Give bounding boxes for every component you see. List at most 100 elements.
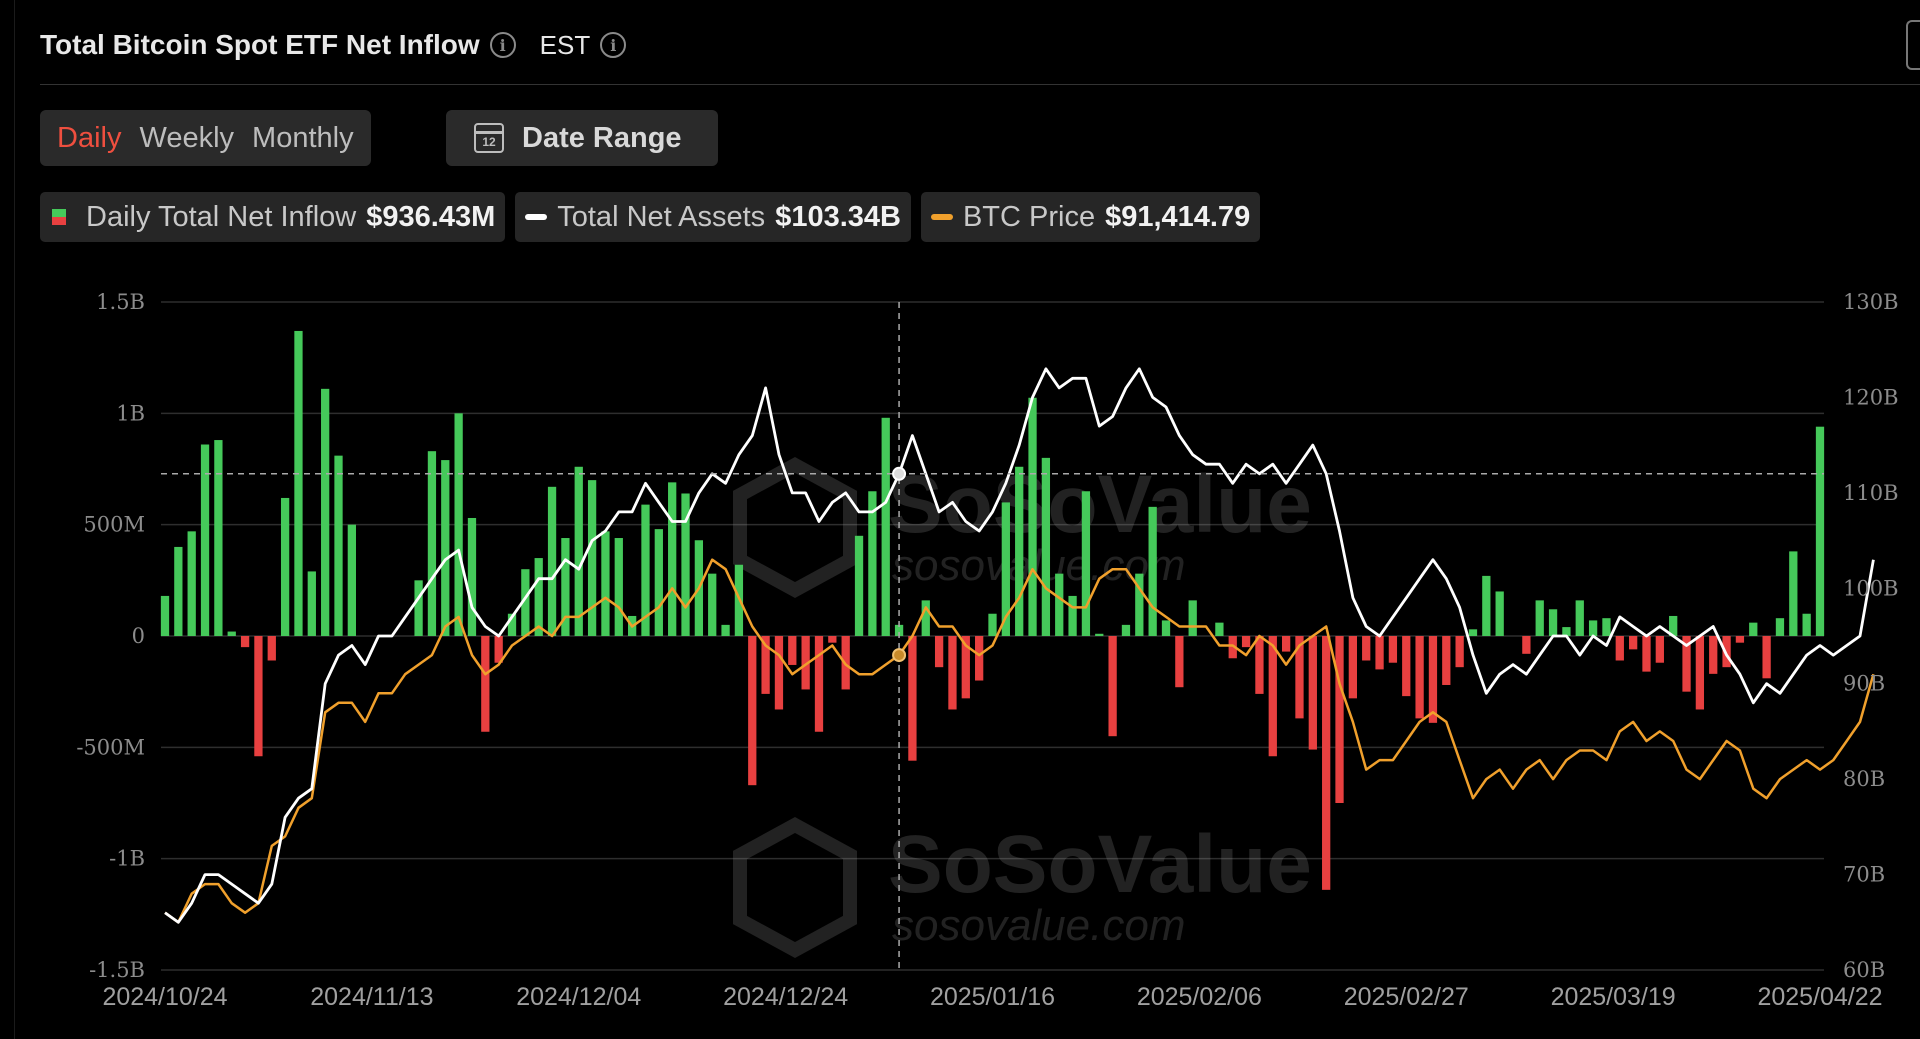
assets-swatch-icon	[525, 214, 548, 220]
outflow-bar	[975, 636, 984, 681]
chart-plot[interactable]: SoSoValue sosovalue.com SoSoValue sosova…	[0, 270, 1920, 1039]
x-axis-tick-label: 2025/02/27	[1344, 983, 1469, 1011]
inflow-bar	[427, 451, 437, 636]
outflow-bar	[801, 636, 810, 690]
outflow-bar	[814, 636, 824, 732]
inflow-bar	[1562, 627, 1571, 636]
inflow-bar	[441, 460, 450, 636]
x-axis-tick-label: 2025/03/19	[1551, 983, 1676, 1011]
tab-weekly[interactable]: Weekly	[139, 121, 235, 154]
inflow-bar	[547, 486, 557, 636]
outflow-bar	[1428, 636, 1438, 723]
watermark: SoSoValue sosovalue.com SoSoValue sosova…	[733, 457, 1312, 958]
outflow-bar	[908, 636, 917, 761]
expand-panel-icon[interactable]	[1906, 20, 1920, 70]
chart-title: Total Bitcoin Spot ETF Net Inflow	[40, 29, 480, 60]
inflow-bar	[1095, 633, 1104, 636]
inflow-bar	[1495, 591, 1504, 636]
inflow-bar	[1215, 622, 1224, 636]
inflow-bar	[1749, 622, 1758, 636]
legend-item-btc-price[interactable]: BTC Price $91,414.79	[920, 192, 1261, 242]
outflow-bar	[934, 636, 944, 668]
inflow-bar	[881, 417, 890, 636]
inflow-bar	[507, 613, 517, 636]
tab-daily[interactable]: Daily	[57, 121, 122, 154]
legend-item-net-inflow[interactable]: Daily Total Net Inflow $936.43M	[40, 192, 506, 242]
inflow-bar	[1789, 551, 1798, 636]
grid-lines	[161, 301, 1824, 971]
inflow-bar	[894, 624, 904, 636]
outflow-bar	[1335, 636, 1344, 803]
x-axis-tick-label: 2025/01/16	[930, 983, 1055, 1011]
outflow-bar	[240, 636, 250, 648]
legend-value: $103.34B	[775, 200, 901, 233]
outflow-bar	[748, 636, 757, 786]
inflow-bar	[574, 466, 583, 636]
outflow-bar	[494, 636, 503, 663]
inflow-bar	[1535, 600, 1544, 636]
period-selector: Daily Weekly Monthly	[40, 110, 371, 166]
outflow-bar	[1228, 636, 1237, 659]
outflow-bar	[254, 636, 263, 757]
watermark-logo-icon	[733, 457, 857, 958]
legend-item-net-assets[interactable]: Total Net Assets $103.34B	[515, 192, 911, 242]
info-icon[interactable]: i	[489, 32, 516, 58]
x-axis-tick-label: 2025/04/22	[1757, 983, 1882, 1011]
outflow-bar	[788, 636, 797, 665]
calendar-icon: 12	[474, 123, 504, 153]
btc-price-line	[164, 558, 1875, 924]
inflow-bar	[721, 624, 730, 636]
inflow-bar	[1068, 595, 1077, 636]
x-axis-tick-label: 2024/10/24	[102, 983, 227, 1011]
timezone-info-icon[interactable]: i	[600, 32, 627, 58]
inflow-bar	[1588, 620, 1598, 636]
left-axis-tick-label: 0	[132, 624, 145, 648]
outflow-bar	[1455, 636, 1464, 668]
date-range-button[interactable]: 12 Date Range	[446, 110, 718, 166]
inflow-bar	[868, 491, 877, 636]
chart-header: Total Bitcoin Spot ETF Net Inflow i EST …	[40, 22, 627, 68]
crosshair	[161, 302, 1824, 970]
inflow-bar	[467, 517, 477, 636]
crosshair-point-assets	[892, 466, 907, 481]
right-axis-tick-label: 80B	[1843, 767, 1885, 791]
inflow-bar	[614, 538, 623, 636]
outflow-bar	[1108, 636, 1117, 737]
inflow-bar	[921, 600, 930, 636]
outflow-bar	[828, 636, 837, 643]
inflow-bar	[280, 497, 290, 636]
left-axis-tick-label: 1.5B	[96, 290, 145, 314]
outflow-bar	[1322, 636, 1331, 890]
inflow-bar	[321, 388, 330, 636]
outflow-bar	[1762, 636, 1771, 679]
outflow-bar	[1615, 636, 1624, 661]
crosshair-point-price	[892, 648, 907, 663]
left-axis-tick-label: -500M	[76, 735, 145, 759]
tab-monthly[interactable]: Monthly	[252, 121, 354, 154]
inflow-bar	[1148, 506, 1157, 636]
inflow-bar	[854, 535, 864, 636]
right-axis-tick-label: 90B	[1843, 672, 1885, 696]
axis-ticks: 1.5B 1B 500M 0 -500M -1B -1.5B 130B 120B 110B 100B…	[76, 290, 1898, 1011]
x-axis-tick-label: 2024/12/24	[723, 983, 848, 1011]
legend-label: Daily Total Net Inflow	[86, 200, 357, 233]
left-axis-tick-label: 1B	[116, 401, 145, 425]
inflow-bar	[988, 613, 997, 636]
outflow-bar	[1402, 636, 1411, 697]
inflow-bar	[1121, 624, 1131, 636]
right-axis-tick-label: 130B	[1843, 290, 1899, 314]
legend-label: BTC Price	[962, 200, 1096, 233]
outflow-bar	[1709, 636, 1718, 674]
outflow-bar	[1241, 636, 1251, 648]
outflow-bar	[1642, 636, 1651, 672]
left-axis-tick-label: -1B	[109, 847, 145, 871]
x-axis-tick-label: 2024/12/04	[516, 983, 641, 1011]
inflow-bar	[1575, 600, 1584, 636]
left-axis-tick-label: 500M	[83, 513, 145, 537]
outflow-bar	[1308, 636, 1317, 750]
inflow-bar	[561, 538, 570, 636]
right-axis-tick-label: 100B	[1843, 576, 1899, 600]
outflow-bar	[481, 636, 490, 732]
inflow-swatch-icon	[52, 209, 66, 225]
inflow-bar	[1161, 620, 1171, 636]
